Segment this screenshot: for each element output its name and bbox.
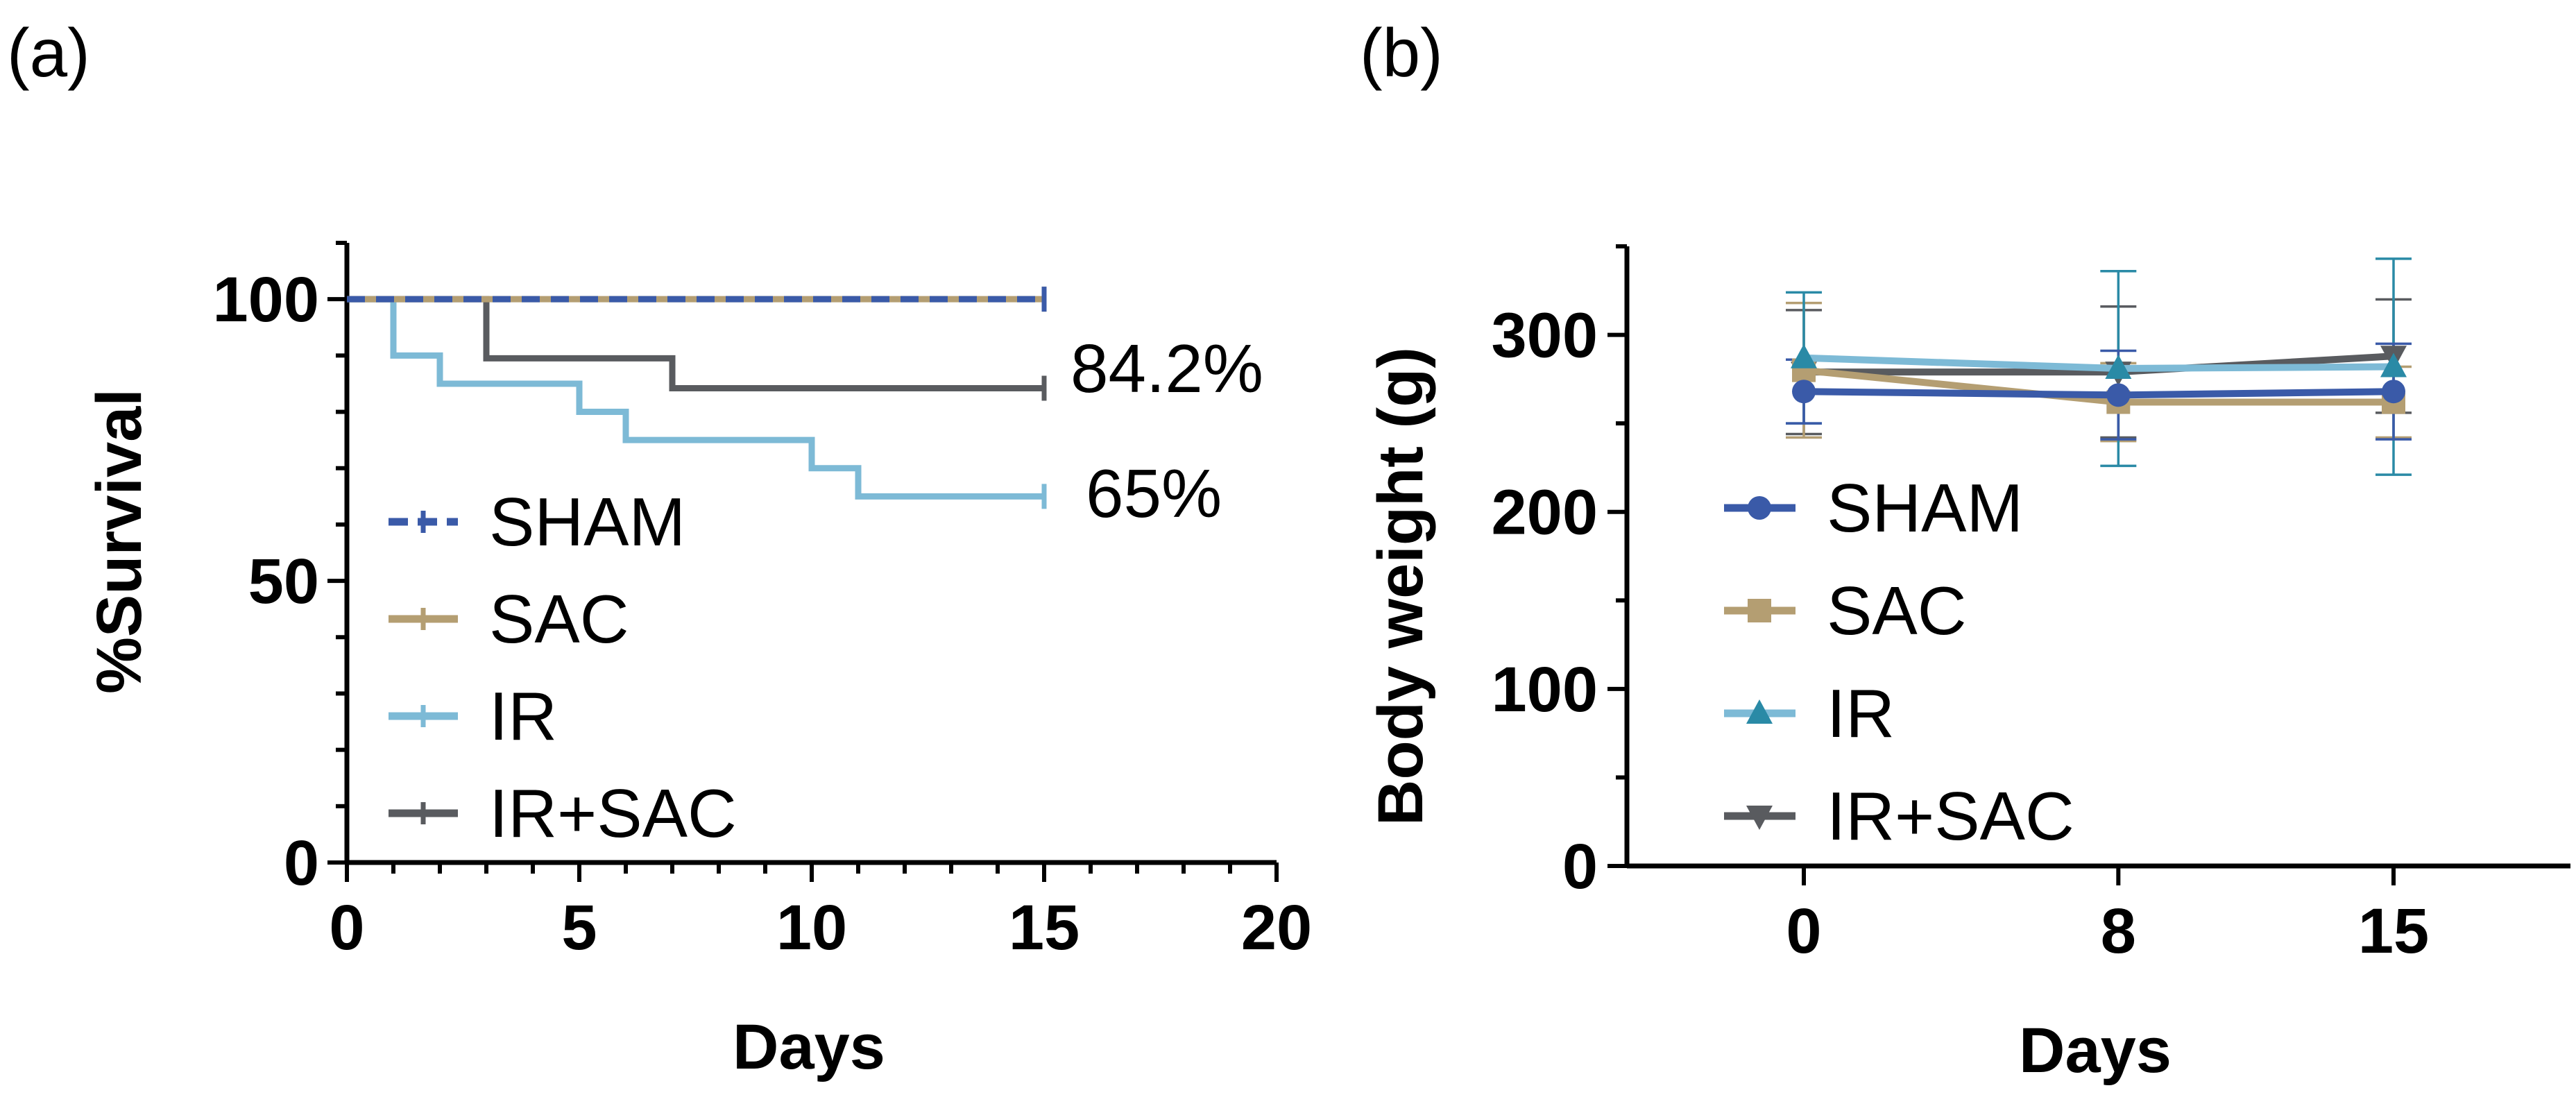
data-point-sham [1792, 380, 1816, 404]
legend-label-ir: IR [1827, 675, 1895, 751]
panel-a-series [347, 287, 1047, 509]
panel-a-x-tick-label: 10 [776, 892, 847, 963]
panel-b-x-tick-label: 0 [1786, 896, 1821, 967]
panel-b-label: (b) [1360, 15, 1443, 91]
panel-b-x-axis-title: Days [2019, 1015, 2172, 1086]
panel-b-y-tick-label: 300 [1492, 300, 1598, 371]
panel-b-series [1786, 257, 2412, 476]
legend-label-ir: IR [489, 678, 557, 754]
panel-b-legend: SHAM SAC IR IR+SAC [1724, 470, 2074, 854]
legend-label-sac: SAC [1827, 572, 1967, 649]
panel-b-y-tick-label: 0 [1562, 831, 1598, 902]
panel-a-y-axis-title: %Survival [84, 389, 155, 694]
legend-marker-ir [1746, 699, 1773, 724]
panel-a-axes: 0 50 100 0 5 10 15 20 [213, 241, 1312, 963]
data-point-sham [2382, 380, 2405, 404]
legend-marker-sham [1748, 496, 1771, 520]
legend-label-sham: SHAM [1827, 470, 2023, 546]
panel-a-x-axis-title: Days [733, 1012, 885, 1082]
panel-b-x-tick-label: 8 [2101, 896, 2136, 967]
panel-a-y-tick-label: 50 [248, 546, 319, 617]
legend-label-ir-sac: IR+SAC [1827, 778, 2074, 854]
legend-marker-sac [1748, 599, 1771, 622]
panel-a-label: (a) [7, 15, 90, 91]
panel-a-y-tick-label: 0 [284, 828, 319, 899]
data-point-ir [2105, 355, 2132, 380]
panel-a-x-tick-label: 15 [1009, 892, 1080, 963]
survival-line-ir-sac [347, 296, 1044, 391]
legend-label-sham: SHAM [489, 484, 685, 560]
weight-line-sham [1803, 388, 2394, 399]
panel-a-x-tick-label: 0 [329, 892, 364, 963]
panel-a: (a) 0 50 100 0 5 10 15 20 84.2% 65% Days %Survi… [7, 15, 1312, 1082]
data-point-ir [1791, 343, 1817, 368]
annotation-ir-sac: 84.2% [1071, 330, 1263, 407]
panel-a-y-tick-label: 100 [213, 264, 320, 335]
survival-line-ir [347, 296, 1044, 500]
annotation-ir: 65% [1086, 455, 1222, 532]
panel-a-x-tick-label: 20 [1241, 892, 1312, 963]
panel-b-y-tick-label: 200 [1492, 477, 1598, 548]
data-point-sham [2106, 383, 2131, 407]
panel-a-x-tick-label: 5 [561, 892, 597, 963]
panel-b-y-tick-label: 100 [1492, 654, 1598, 725]
legend-label-sac: SAC [489, 581, 629, 657]
panel-b-axes: 0 100 200 300 0 8 15 [1492, 244, 2570, 967]
panel-b-y-axis-title: Body weight (g) [1365, 347, 1436, 826]
panel-a-legend: SHAM SAC IR IR+SAC [389, 484, 737, 851]
legend-label-ir-sac: IR+SAC [489, 775, 737, 851]
data-point-ir [2380, 352, 2407, 377]
legend-marker-ir-sac [1746, 806, 1773, 830]
panel-b-x-tick-label: 15 [2358, 896, 2429, 967]
